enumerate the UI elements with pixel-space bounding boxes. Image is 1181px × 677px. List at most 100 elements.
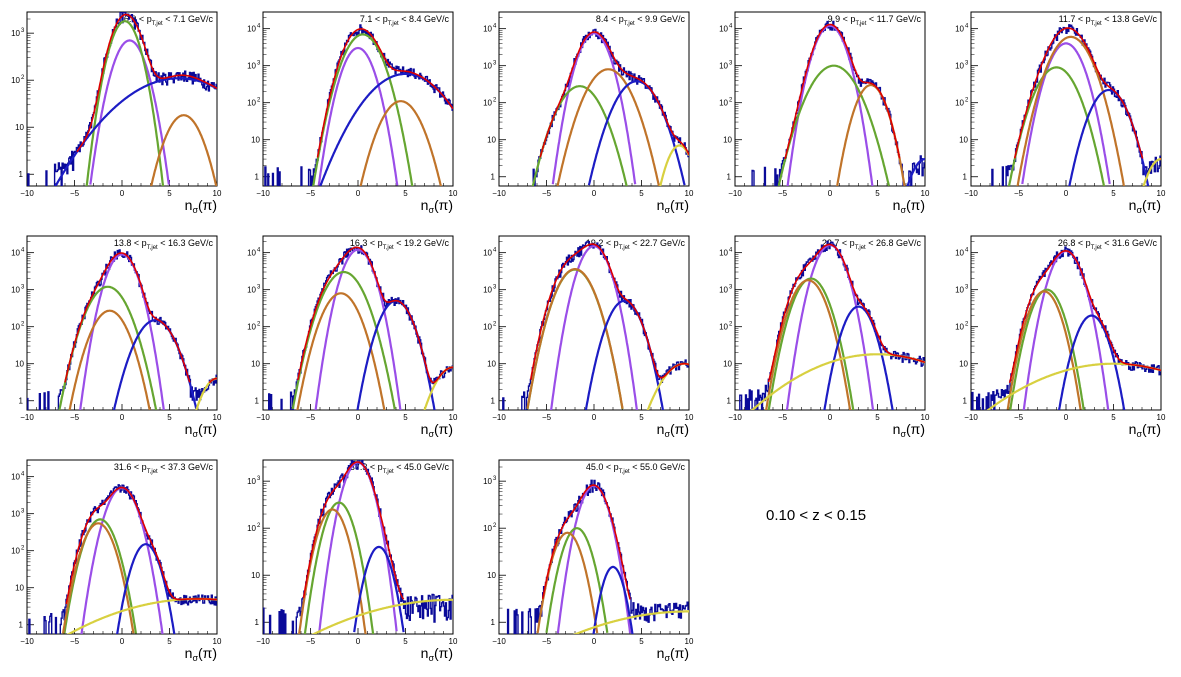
y-tick-label: 10 [251, 360, 260, 369]
x-tick-label: −10 [492, 413, 506, 422]
fit-component-1 [785, 244, 875, 410]
y-tick-exponent: 3 [729, 61, 733, 67]
x-tick-label: 0 [120, 413, 125, 422]
x-tick-label: −5 [1014, 189, 1024, 198]
data-histogram [502, 240, 689, 410]
fit-component-1 [549, 244, 639, 410]
y-tick-label: 10 [483, 99, 492, 108]
x-tick-label: 10 [921, 189, 930, 198]
y-tick-exponent: 2 [965, 98, 969, 104]
y-tick-label: 10 [15, 360, 24, 369]
y-tick-label: 10 [483, 323, 492, 332]
x-tick-label: −5 [542, 189, 552, 198]
fit-component-2 [85, 20, 165, 186]
x-tick-label: 5 [639, 413, 644, 422]
x-tick-label: 10 [449, 413, 458, 422]
x-axis-label: nσ(π) [185, 421, 217, 439]
y-tick-label: 1 [255, 173, 260, 182]
x-tick-label: 0 [356, 413, 361, 422]
x-tick-label: 5 [167, 189, 172, 198]
y-tick-exponent: 2 [493, 98, 497, 104]
fit-total [539, 31, 689, 158]
y-tick-label: 10 [11, 323, 20, 332]
y-tick-label: 1 [491, 618, 496, 627]
fit-component-2 [777, 64, 890, 186]
panel-title: 8.4 < pT,jet < 9.9 GeV/c [596, 14, 686, 27]
y-tick-label: 10 [483, 249, 492, 258]
x-tick-label: −5 [778, 189, 788, 198]
x-tick-label: 10 [1157, 413, 1166, 422]
fit-component-5 [573, 610, 689, 634]
x-tick-label: 10 [685, 189, 694, 198]
x-tick-label: 10 [685, 637, 694, 646]
x-tick-label: −5 [306, 189, 316, 198]
y-tick-label: 10 [11, 286, 20, 295]
x-axis-label: nσ(π) [185, 645, 217, 663]
y-tick-label: 10 [959, 136, 968, 145]
x-tick-label: 5 [1111, 189, 1116, 198]
fit-total [1008, 250, 1161, 384]
y-tick-exponent: 4 [729, 24, 733, 30]
x-tick-label: 0 [1064, 413, 1069, 422]
fit-component-4 [823, 305, 894, 410]
x-tick-label: 10 [449, 189, 458, 198]
y-tick-exponent: 3 [965, 285, 969, 291]
fit-component-3 [526, 268, 624, 409]
x-axis-label: nσ(π) [421, 197, 453, 215]
x-tick-label: 0 [828, 189, 833, 198]
data-histogram [506, 479, 689, 634]
y-tick-label: 10 [955, 249, 964, 258]
fit-component-5 [311, 598, 453, 634]
y-tick-exponent: 3 [257, 285, 261, 291]
x-tick-label: 5 [167, 637, 172, 646]
y-tick-label: 1 [963, 173, 968, 182]
x-tick-label: 10 [1157, 189, 1166, 198]
x-tick-label: −5 [542, 637, 552, 646]
x-tick-label: −10 [256, 413, 270, 422]
y-tick-exponent: 3 [493, 285, 497, 291]
x-tick-label: 0 [356, 637, 361, 646]
x-tick-label: 10 [213, 637, 222, 646]
x-tick-label: 10 [685, 413, 694, 422]
x-tick-label: 5 [639, 189, 644, 198]
y-tick-label: 10 [719, 286, 728, 295]
x-tick-label: −5 [542, 413, 552, 422]
y-tick-label: 10 [723, 360, 732, 369]
y-tick-exponent: 2 [493, 523, 497, 529]
x-axis-label: nσ(π) [657, 645, 689, 663]
fit-total [1013, 27, 1161, 160]
y-tick-label: 10 [247, 524, 256, 533]
x-tick-label: 5 [403, 637, 408, 646]
data-histogram [27, 12, 217, 186]
y-tick-label: 10 [11, 76, 20, 85]
fit-component-3 [68, 309, 151, 410]
fit-component-2 [767, 277, 855, 410]
fit-component-1 [89, 39, 170, 185]
y-tick-exponent: 3 [257, 476, 261, 482]
y-tick-exponent: 2 [257, 523, 261, 529]
x-tick-label: 0 [592, 413, 597, 422]
x-axis-label: nσ(π) [185, 197, 217, 215]
y-tick-label: 10 [251, 136, 260, 145]
x-axis-label: nσ(π) [1129, 197, 1161, 215]
y-tick-label: 10 [959, 360, 968, 369]
fit-component-2 [1009, 288, 1085, 410]
fit-component-3 [1006, 290, 1082, 410]
y-tick-label: 10 [719, 249, 728, 258]
y-tick-label: 10 [247, 62, 256, 71]
y-tick-label: 1 [19, 170, 24, 179]
x-tick-label: 5 [403, 413, 408, 422]
y-tick-label: 10 [487, 360, 496, 369]
fit-component-3 [296, 292, 386, 410]
x-tick-label: −10 [728, 189, 742, 198]
fit-component-4 [1057, 314, 1126, 410]
panel-title: 19.2 < pT,jet < 22.7 GeV/c [586, 238, 686, 251]
